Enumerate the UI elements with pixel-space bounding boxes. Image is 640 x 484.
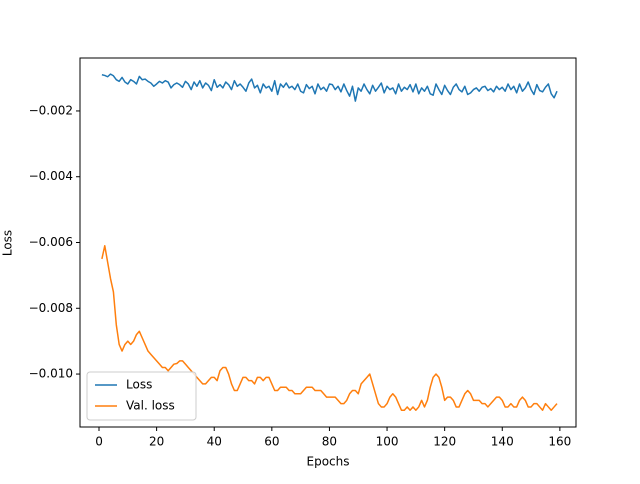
x-tick-label: 120 [433,435,456,449]
x-tick-label: 100 [376,435,399,449]
x-tick-label: 0 [95,435,103,449]
legend-label: Val. loss [126,399,175,413]
y-tick-label: −0.010 [29,367,73,381]
legend-box [86,371,197,421]
y-tick-label: −0.004 [29,169,73,183]
plot-frame [79,57,577,428]
data-line [101,73,558,102]
legend-label: Loss [126,378,152,392]
x-axis-label: Epochs [307,455,350,469]
x-tick-label: 60 [264,435,279,449]
x-tick-label: 140 [491,435,514,449]
y-tick-label: −0.008 [29,301,73,315]
y-tick-label: −0.002 [29,103,73,117]
x-tick-label: 80 [322,435,337,449]
data-line [101,245,558,411]
y-tick-label: −0.006 [29,235,73,249]
x-tick-label: 160 [548,435,571,449]
x-tick-label: 20 [149,435,164,449]
x-tick-label: 40 [207,435,222,449]
y-axis-label: Loss [1,230,15,256]
